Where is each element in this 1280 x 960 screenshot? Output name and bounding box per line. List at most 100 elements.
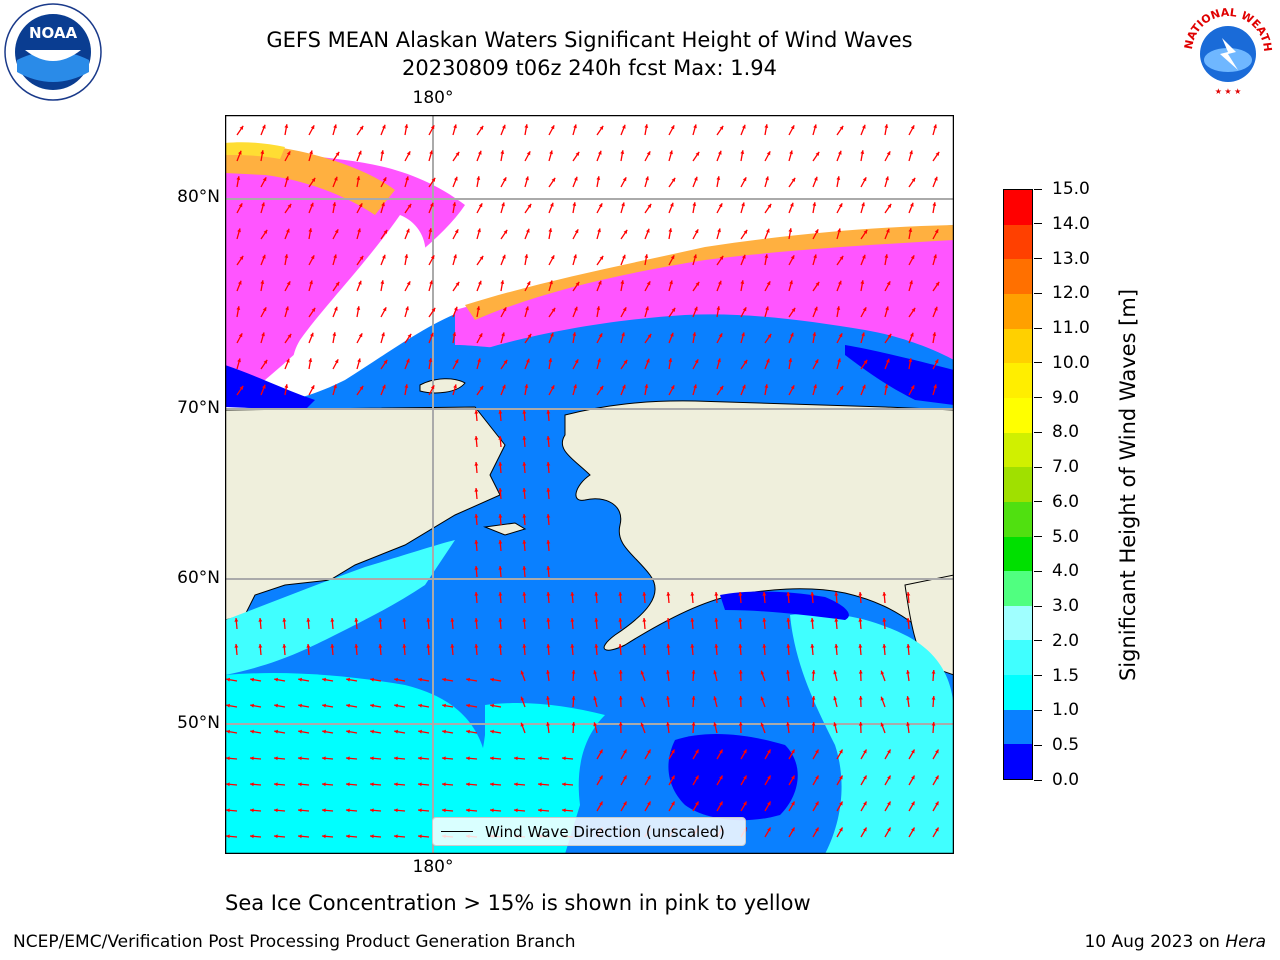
wind-wave-arrowhead [394,677,398,682]
wind-wave-arrowhead [404,254,409,258]
colorbar-tick-mark [1034,675,1042,677]
wind-wave-arrowhead [597,228,601,233]
wind-wave-arrowhead [766,228,770,233]
wind-wave-arrowhead [690,618,695,622]
wind-wave-arrowhead [250,677,254,682]
wind-wave-arrowhead [498,540,503,544]
wind-wave-arrowhead [466,703,470,708]
wind-wave-arrowhead [310,385,315,390]
colorbar-tick-label: 14.0 [1052,213,1090,234]
wind-wave-arrowhead [285,176,289,181]
wind-wave-arrowhead [274,756,278,761]
wind-wave-arrowhead [381,332,385,337]
wind-wave-arrowhead [906,670,910,674]
wind-wave-arrowhead [692,332,697,336]
colorbar-tick-mark [1034,223,1042,225]
wind-wave-arrowhead [234,618,239,622]
wind-wave-arrowhead [394,834,398,839]
wind-wave-arrowhead [911,775,915,780]
wind-wave-arrowhead [287,333,292,338]
wind-wave-arrowhead [694,229,699,234]
wind-wave-arrowhead [767,801,771,806]
wind-wave-arrowhead [402,618,407,622]
wind-wave-arrowhead [274,703,278,708]
wind-wave-arrowhead [333,124,337,129]
wind-wave-arrowhead [838,280,842,285]
wind-wave-arrowhead [618,618,623,622]
wind-wave-arrowhead [357,358,361,363]
wind-wave-arrowhead [383,359,388,364]
wind-wave-arrowhead [760,670,765,675]
wind-wave-arrowhead [839,385,844,390]
colorbar-segment [1004,432,1032,468]
wind-wave-arrowhead [623,229,628,234]
wind-wave-arrowhead [394,782,398,787]
wind-wave-arrowhead [322,729,326,734]
wind-wave-arrowhead [466,756,470,761]
wind-wave-arrowhead [239,255,244,260]
chart-title: GEFS MEAN Alaskan Waters Significant Hei… [266,28,913,52]
colorbar-tick-mark [1034,327,1042,329]
wind-wave-arrowhead [858,592,863,596]
wind-wave-arrowhead [322,703,326,708]
wind-wave-arrowhead [501,202,505,207]
lat-label-80: 80°N [177,187,220,207]
wind-wave-arrowhead [790,202,794,207]
wind-wave-arrowhead [692,202,697,206]
wind-wave-arrowhead [262,384,266,389]
wind-wave-arrowhead [474,644,479,648]
wind-wave-arrowhead [760,722,765,727]
colorbar-tick-label: 0.0 [1052,770,1080,790]
wind-wave-arrowhead [621,332,625,337]
wind-wave-arrowhead [815,801,819,806]
dark-blue-patch-south [668,733,798,821]
wind-wave-arrowhead [786,644,791,648]
wind-wave-arrowhead [741,332,745,337]
colorbar-tick-mark [1034,258,1042,260]
wind-wave-arrowhead [642,618,647,622]
wind-wave-arrowhead [477,228,481,233]
wind-wave-arrowhead [573,254,577,259]
wind-wave-arrowhead [383,229,388,234]
wind-wave-arrowhead [791,775,795,780]
wind-wave-arrowhead [812,202,817,206]
wind-wave-arrowhead [885,306,889,311]
land-siberia [224,406,506,621]
wind-wave-arrowhead [640,670,645,675]
footer-date-text: 10 Aug 2023 on [1084,932,1226,952]
wind-wave-arrowhead [310,125,315,130]
wind-wave-arrowhead [788,228,793,232]
wind-wave-arrowhead [570,592,575,596]
wind-wave-arrowhead [546,462,551,466]
wind-wave-arrowhead [474,566,479,570]
wind-wave-arrowhead [260,280,265,284]
wind-wave-arrowhead [931,722,936,726]
wind-wave-arrowhead [597,358,601,363]
wind-wave-arrowhead [522,566,527,570]
wind-wave-arrowhead [330,644,335,648]
wind-wave-arrowhead [644,384,649,388]
wind-wave-arrowhead [858,696,863,700]
wind-wave-arrowhead [466,808,470,813]
wind-wave-arrowhead [766,151,771,156]
wind-wave-arrowhead [834,618,839,622]
colorbar-tick-mark [1034,397,1042,399]
wind-wave-arrowhead [525,176,529,181]
wind-wave-arrowhead [910,332,914,337]
wind-wave-arrowhead [767,749,771,754]
wind-wave-arrowhead [502,124,506,129]
wind-wave-arrowhead [298,782,302,787]
wind-wave-arrowhead [839,125,844,130]
wind-wave-arrowhead [909,280,913,285]
wind-wave-arrowhead [406,151,411,156]
wind-wave-arrowhead [430,125,435,130]
wind-wave-arrowhead [502,384,506,389]
wind-wave-arrowhead [562,782,566,787]
wind-wave-arrowhead [238,203,243,208]
wind-wave-arrowhead [833,722,837,727]
wind-wave-arrowhead [428,228,433,232]
wind-wave-arrowhead [426,618,431,622]
wind-wave-arrowhead [789,150,793,155]
wind-wave-arrowhead [642,592,647,596]
wind-wave-arrowhead [934,229,939,234]
